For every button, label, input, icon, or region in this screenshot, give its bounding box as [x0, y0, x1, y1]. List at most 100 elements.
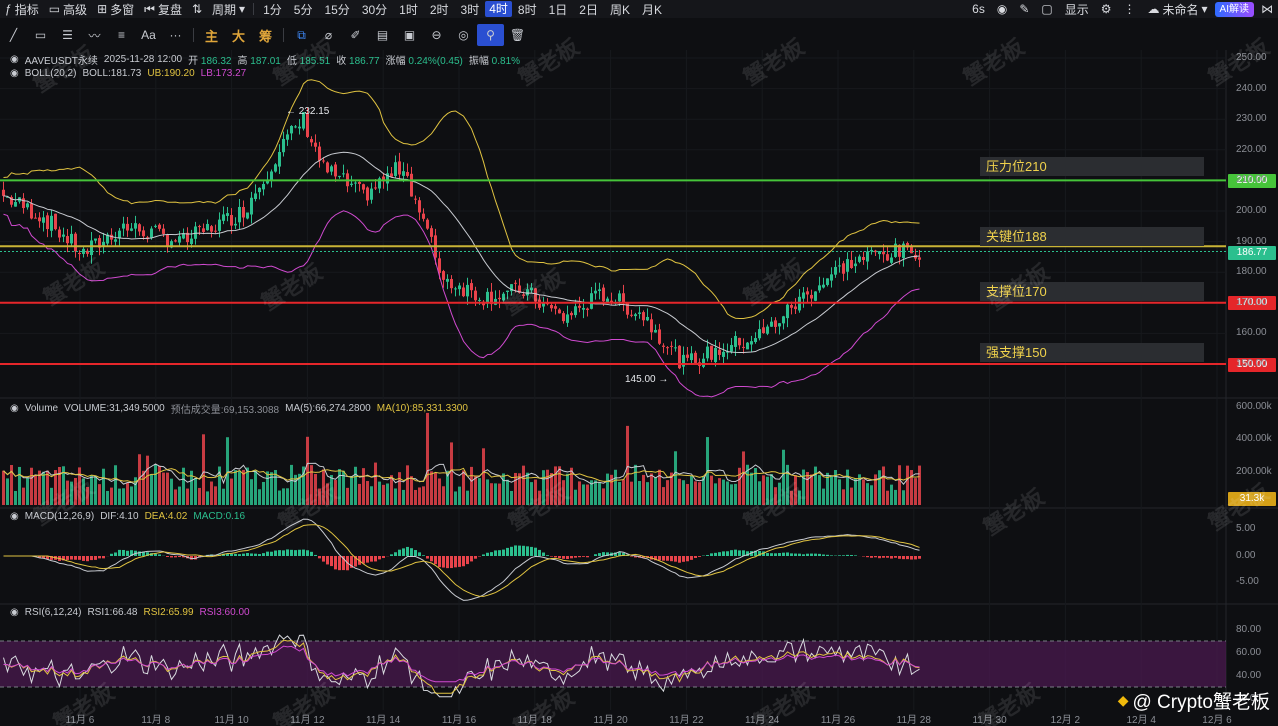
- macd-bar: [682, 556, 685, 562]
- text-tool[interactable]: Aa: [141, 28, 156, 42]
- volume-bar: [310, 465, 313, 505]
- period-1[interactable]: 5分: [293, 2, 313, 17]
- pen-icon[interactable]: ✎: [1019, 2, 1030, 16]
- volume-bar: [786, 464, 789, 505]
- candle-body: [134, 223, 137, 229]
- layout-name: 未命名: [1162, 2, 1199, 17]
- macd-bar: [878, 556, 881, 559]
- refresh-interval[interactable]: 6s: [972, 2, 985, 16]
- trash-icon[interactable]: 🗑: [509, 28, 526, 42]
- candle-body: [118, 230, 121, 239]
- eye-icon[interactable]: ◉: [10, 607, 19, 618]
- share-icon[interactable]: ⋈: [1261, 2, 1273, 16]
- macd-bar: [586, 556, 589, 558]
- datetime-label: 2025-11-28 12:00: [103, 54, 183, 65]
- period-5[interactable]: 2时: [429, 2, 449, 17]
- note-icon[interactable]: ▤: [376, 28, 389, 42]
- image-icon[interactable]: ▣: [403, 28, 416, 42]
- lock-icon[interactable]: ⊖: [431, 28, 442, 42]
- period-11[interactable]: 周K: [609, 2, 630, 17]
- candle-body: [194, 226, 197, 239]
- macd-bar: [458, 556, 461, 567]
- ai-interpret-button[interactable]: AI解读: [1214, 1, 1254, 17]
- chip-toggle[interactable]: 筹: [258, 28, 272, 44]
- macd-bar: [90, 556, 93, 561]
- period-4[interactable]: 1时: [399, 2, 418, 17]
- period-menu[interactable]: 周期 ▾: [207, 0, 250, 18]
- volume-bar: [886, 490, 889, 505]
- eye-icon[interactable]: ◉: [10, 403, 19, 414]
- eye-icon[interactable]: ◉: [10, 68, 19, 79]
- volume-bar: [618, 482, 621, 505]
- period-0[interactable]: 1分: [263, 2, 282, 17]
- rsi-axis-label: 20.00: [1236, 693, 1262, 704]
- more-tools[interactable]: ···: [169, 28, 182, 42]
- volume-bar: [366, 481, 369, 505]
- time-axis-label: 12月 6: [1202, 715, 1232, 726]
- brand-logo-icon: ◆: [1117, 692, 1129, 708]
- more-icon[interactable]: ⋮: [1123, 2, 1136, 16]
- magnet-icon[interactable]: ⧉: [297, 27, 306, 42]
- macd-bar: [886, 556, 889, 558]
- candle-body: [318, 146, 321, 161]
- volume-bar: [878, 470, 881, 505]
- brush-icon[interactable]: ✐: [350, 28, 361, 42]
- topbar-advanced[interactable]: ▭ 高级: [44, 0, 92, 18]
- horizontal-lines-icon[interactable]: ☰: [62, 28, 73, 42]
- period-9[interactable]: 1日: [548, 2, 568, 17]
- candle-body: [886, 254, 889, 261]
- trend-line-icon[interactable]: ╱: [9, 28, 18, 42]
- volume-bar: [470, 466, 473, 505]
- topbar-indicator[interactable]: ƒ 指标: [0, 0, 44, 18]
- volume-bar: [286, 488, 289, 505]
- topbar-multi-window[interactable]: ⊞ 多窗: [92, 0, 139, 18]
- candle-body: [746, 342, 749, 350]
- volume-bar: [278, 490, 281, 505]
- camera-icon[interactable]: ◉: [996, 2, 1008, 16]
- volume-bar: [530, 482, 533, 505]
- candle-body: [278, 151, 281, 167]
- volume-bar: [866, 483, 869, 505]
- measure-icon[interactable]: ⌀: [324, 28, 333, 42]
- eye-icon[interactable]: ◉: [10, 511, 19, 522]
- volume-bar: [406, 465, 409, 505]
- large-order-toggle[interactable]: 大: [231, 28, 245, 44]
- candle-body: [918, 257, 921, 260]
- fullscreen-icon[interactable]: ▢: [1041, 2, 1053, 16]
- period-12[interactable]: 月K: [642, 2, 663, 17]
- volume-bar: [526, 472, 529, 505]
- filter-icon[interactable]: ⚲: [477, 24, 504, 46]
- volume-bar: [246, 467, 249, 505]
- period-8[interactable]: 8时: [517, 2, 537, 17]
- candle-body: [686, 354, 689, 358]
- low-value: 185.51: [299, 56, 331, 67]
- period-6[interactable]: 3时: [460, 2, 480, 17]
- period-10[interactable]: 2日: [579, 2, 598, 17]
- period-7[interactable]: 4时: [485, 1, 512, 17]
- cloud-save[interactable]: ☁ 未命名 ▾: [1143, 0, 1213, 18]
- volume-bar: [466, 490, 469, 505]
- volume-bar: [430, 471, 433, 505]
- rectangle-icon[interactable]: ▭: [34, 28, 47, 42]
- macd-bar: [286, 549, 289, 556]
- wave-icon[interactable]: 〰: [88, 28, 101, 43]
- visibility-icon[interactable]: ◎: [458, 28, 469, 42]
- volume-bar: [102, 468, 105, 505]
- candle-body: [754, 338, 757, 343]
- fib-icon[interactable]: ≡: [117, 28, 125, 42]
- period-3[interactable]: 30分: [361, 2, 388, 17]
- macd-bar: [62, 556, 65, 561]
- replay-label: 复盘: [157, 2, 182, 17]
- macd-bar: [318, 556, 321, 559]
- boll-legend: ◉ BOLL(20,2) BOLL:181.73 UB:190.20 LB:17…: [10, 68, 246, 79]
- macd-bar: [678, 556, 681, 563]
- period-2[interactable]: 15分: [324, 2, 350, 17]
- topbar-replay[interactable]: ⏮ 复盘: [139, 0, 187, 18]
- main-chart-toggle[interactable]: 主: [204, 28, 218, 44]
- candle-body: [86, 250, 89, 254]
- chart-type-icon[interactable]: ⇅: [191, 2, 203, 16]
- gear-icon[interactable]: ⚙: [1100, 2, 1112, 16]
- eye-icon[interactable]: ◉: [10, 54, 19, 65]
- display-menu[interactable]: 显示: [1064, 2, 1089, 17]
